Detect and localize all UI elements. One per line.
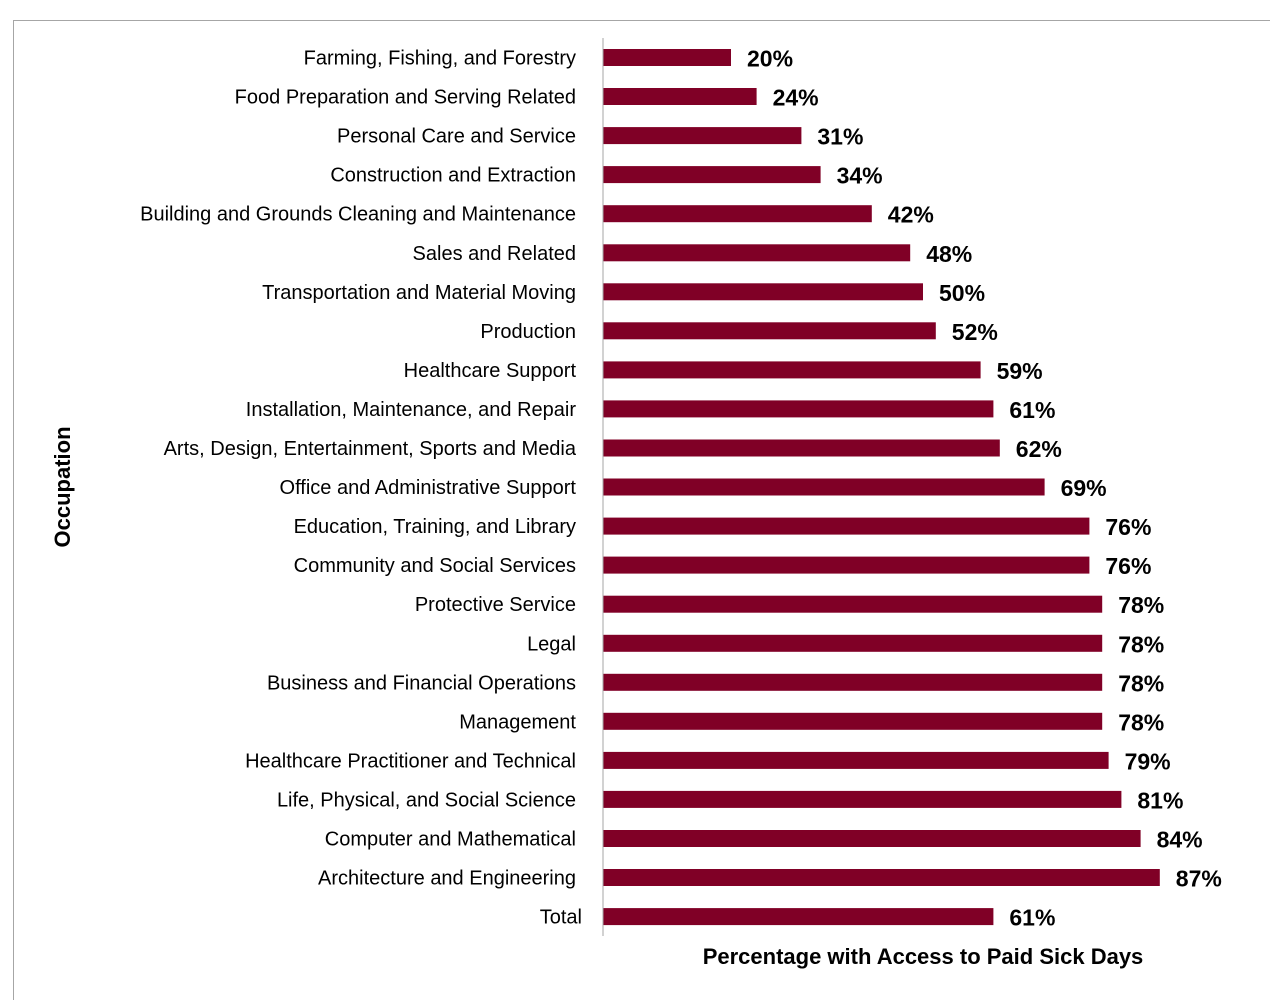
category-label: Office and Administrative Support (280, 477, 577, 499)
bar (603, 322, 936, 340)
bar (603, 166, 821, 184)
category-label: Architecture and Engineering (318, 868, 576, 890)
category-label: Protective Service (415, 594, 576, 616)
value-label: 62% (1016, 436, 1062, 462)
bar (603, 127, 802, 145)
bar (603, 283, 923, 301)
category-label: Food Preparation and Serving Related (235, 87, 576, 109)
value-label: 69% (1061, 475, 1107, 501)
value-label: 24% (773, 85, 819, 111)
bar (603, 439, 1000, 457)
category-label: Computer and Mathematical (325, 829, 576, 851)
category-label: Education, Training, and Library (294, 516, 576, 538)
value-label: 76% (1105, 553, 1151, 579)
category-label: Management (459, 711, 576, 733)
bar (603, 790, 1122, 808)
bar (603, 205, 872, 223)
bar (603, 634, 1103, 652)
value-label: 20% (747, 46, 793, 72)
value-label: 76% (1105, 514, 1151, 540)
value-label: 31% (817, 124, 863, 150)
value-label: 84% (1157, 827, 1203, 853)
category-label: Production (480, 321, 576, 343)
value-label: 61% (1009, 905, 1055, 931)
bar (603, 478, 1045, 496)
bar (603, 517, 1090, 535)
value-label: 50% (939, 280, 985, 306)
bar (603, 830, 1141, 847)
value-label: 78% (1118, 592, 1164, 618)
chart-frame (13, 20, 1270, 1000)
value-label: 34% (837, 163, 883, 189)
category-label: Community and Social Services (294, 555, 576, 577)
value-label: 87% (1176, 866, 1222, 892)
category-label: Healthcare Practitioner and Technical (245, 750, 576, 772)
bar (603, 400, 994, 418)
bar (603, 869, 1160, 886)
value-label: 61% (1009, 397, 1055, 423)
bar (603, 49, 731, 66)
bar (603, 673, 1103, 691)
value-label: 79% (1125, 748, 1171, 774)
bar (603, 244, 911, 262)
category-label: Business and Financial Operations (267, 672, 576, 694)
x-axis-title: Percentage with Access to Paid Sick Days (703, 944, 1144, 969)
bar (603, 908, 994, 926)
category-label: Farming, Fishing, and Forestry (304, 48, 576, 70)
value-label: 52% (952, 319, 998, 345)
category-label: Installation, Maintenance, and Repair (246, 399, 577, 421)
bar (603, 712, 1103, 730)
category-labels: Farming, Fishing, and Forestry Food Prepa… (140, 48, 582, 929)
value-label: 48% (926, 241, 972, 267)
category-label: Building and Grounds Cleaning and Mainte… (140, 204, 576, 226)
value-label: 42% (888, 202, 934, 228)
category-label: Life, Physical, and Social Science (277, 789, 576, 811)
category-label: Healthcare Support (404, 360, 577, 382)
category-label: Transportation and Material Moving (262, 282, 576, 304)
category-label: Legal (527, 633, 576, 655)
category-label: Personal Care and Service (337, 126, 576, 148)
value-label: 78% (1118, 709, 1164, 735)
bar (603, 88, 757, 105)
value-label: 81% (1137, 787, 1183, 813)
bar (603, 361, 981, 379)
value-labels: 20% 24% 31% 34%42% 48% 50% 52% 59% 61% 62% 69% 76% 7… (747, 46, 1222, 931)
bar (603, 556, 1090, 574)
category-label: Arts, Design, Entertainment, Sports and … (164, 438, 577, 460)
value-label: 78% (1118, 670, 1164, 696)
category-label: Total (540, 907, 582, 929)
category-label: Sales and Related (413, 243, 576, 265)
value-label: 59% (997, 358, 1043, 384)
category-label: Construction and Extraction (330, 165, 576, 187)
bars-layer (603, 49, 1160, 926)
bar (603, 595, 1103, 613)
y-axis-title: Occupation (50, 426, 75, 547)
bar (603, 751, 1109, 769)
value-label: 78% (1118, 631, 1164, 657)
